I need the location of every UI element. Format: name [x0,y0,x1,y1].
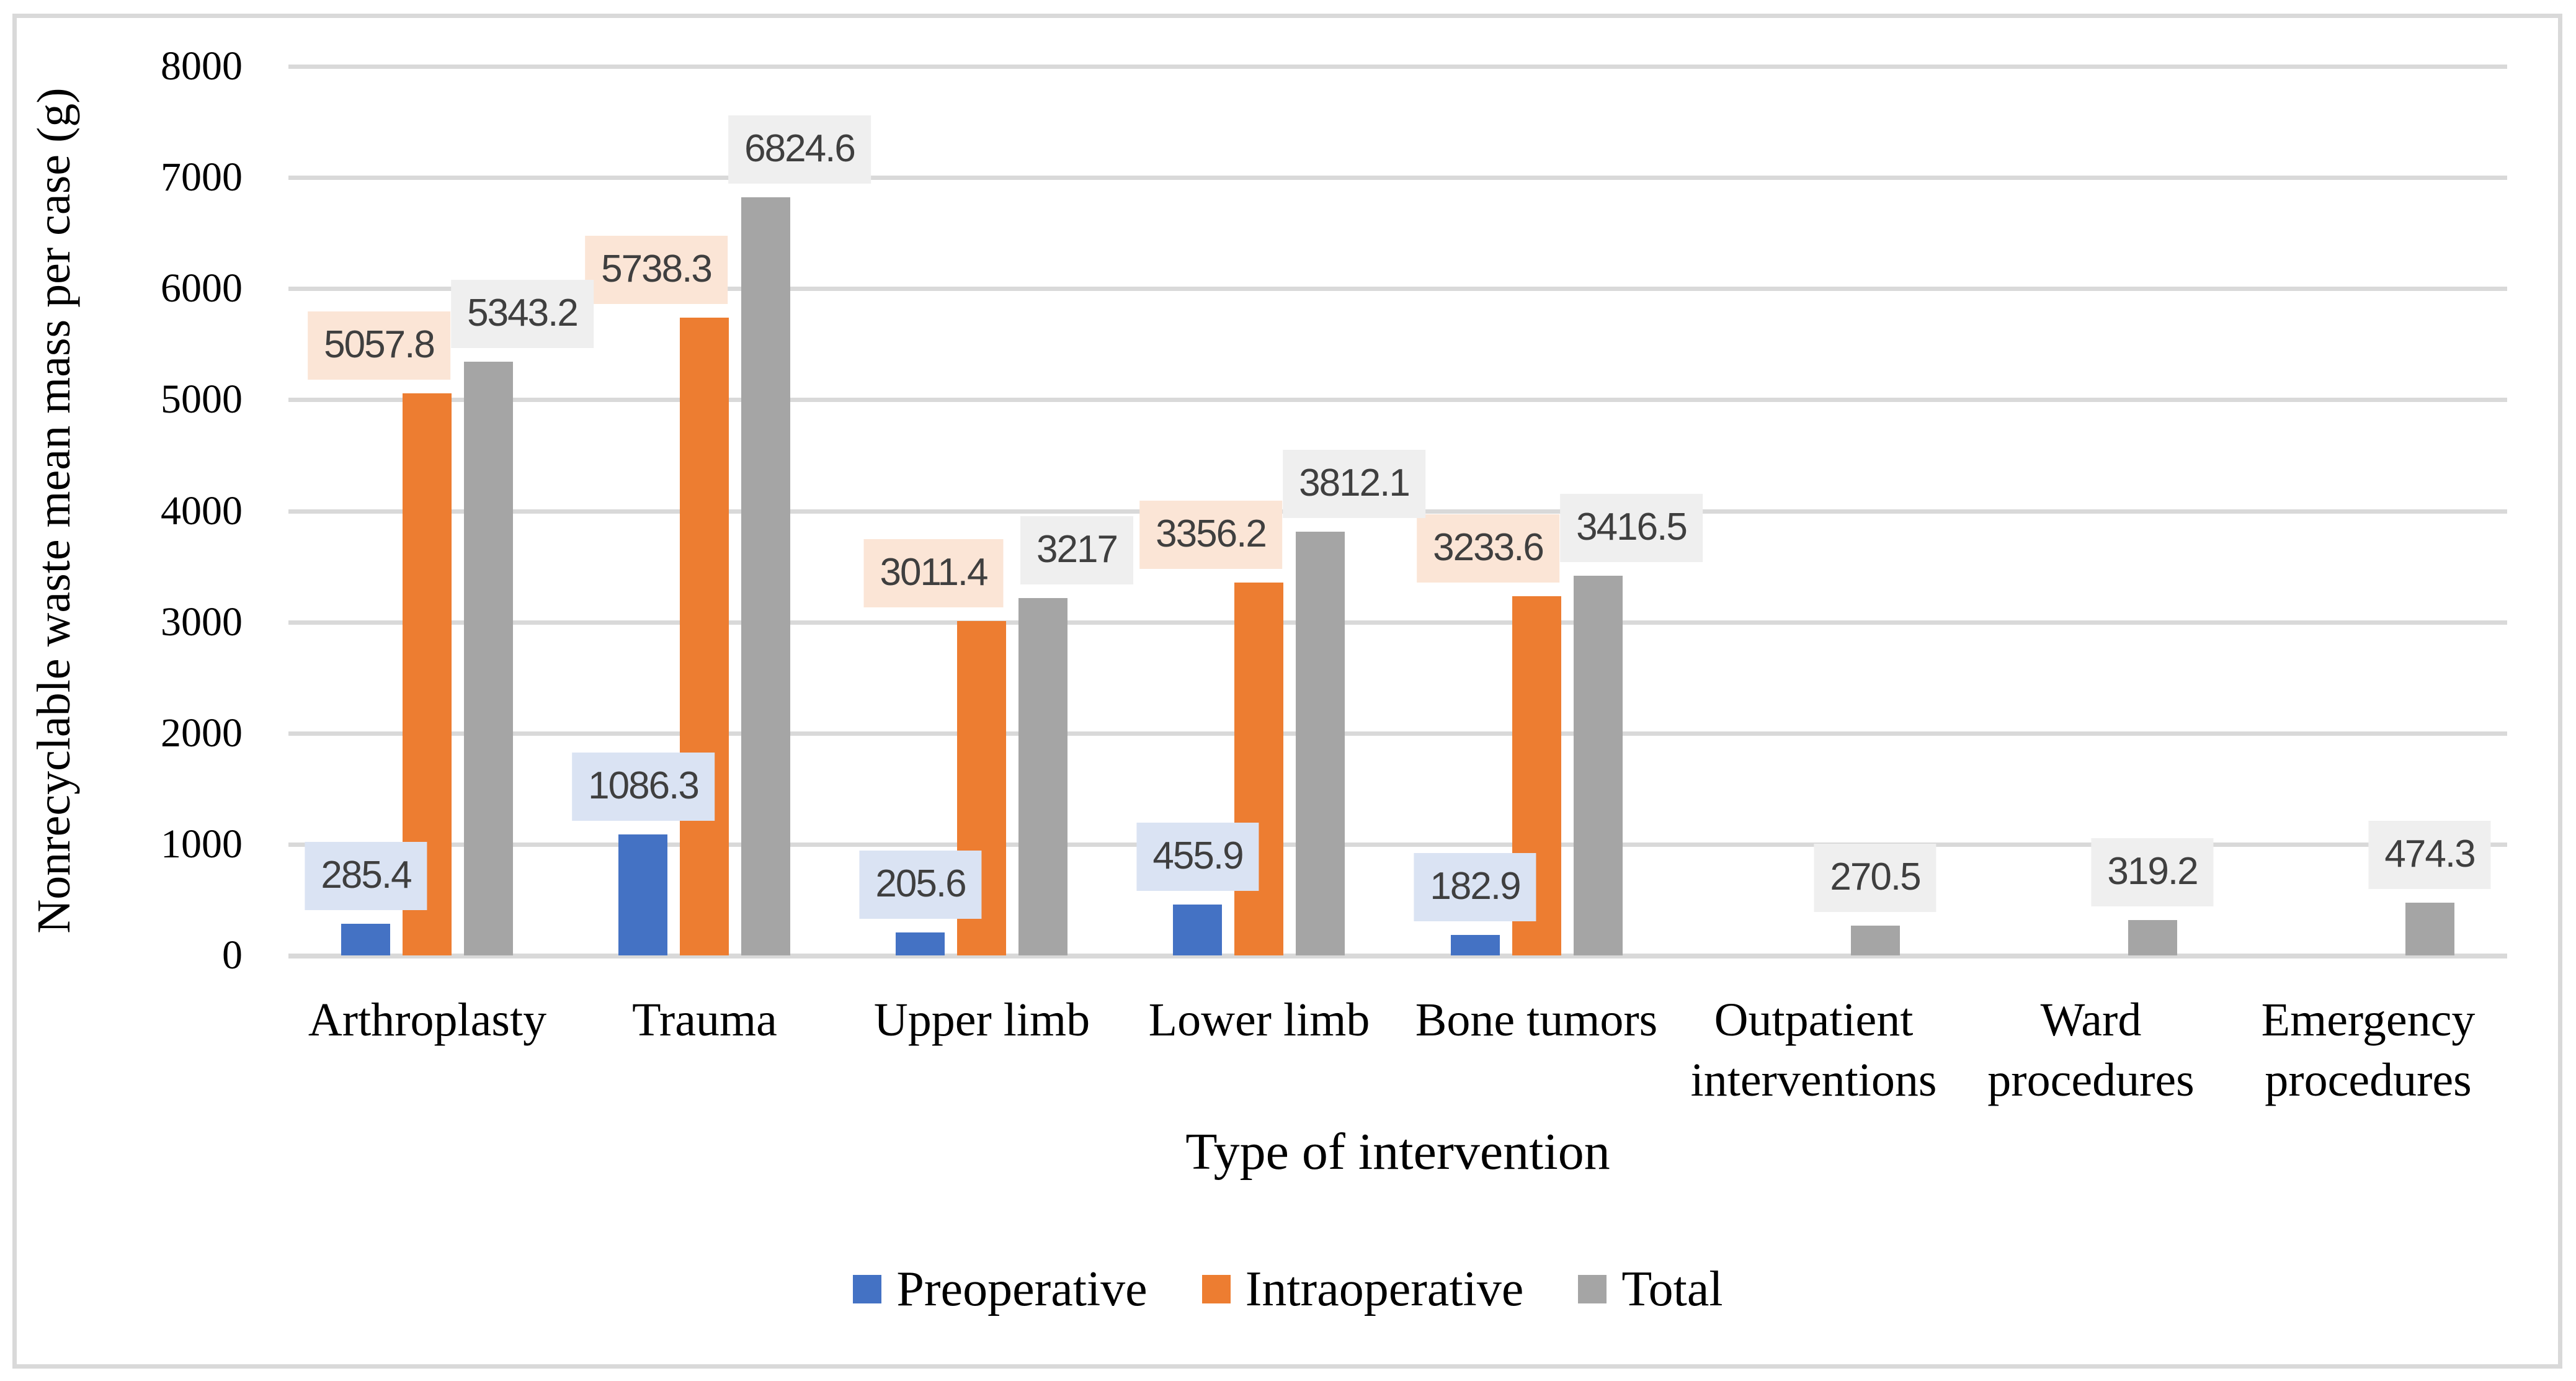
bar-intraoperative-1 [680,318,729,955]
data-label-total-0: 5343.2 [451,280,594,348]
legend-item-preoperative: Preoperative [853,1258,1148,1320]
plot-area: 285.4 1086.3 205.6 455.9 182.9 5057.8 5738.3 30… [288,65,2507,959]
category-label: Arthroplasty [308,994,547,1046]
data-label-total-6: 319.2 [2091,838,2214,906]
y-tick-label: 7000 [161,154,243,200]
data-label-intraoperative-1: 5738.3 [585,236,728,304]
legend-swatch-intraoperative-icon [1201,1275,1231,1303]
data-label-preoperative-4: 182.9 [1414,853,1536,921]
legend-swatch-preoperative-icon [853,1275,882,1303]
legend-swatch-total-icon [1578,1275,1607,1303]
y-tick-label: 0 [222,932,243,978]
legend: Preoperative Intraoperative Total [0,1256,2576,1322]
category-label: Ward procedures [1987,994,2195,1106]
gridline [288,398,2507,403]
data-label-total-7: 474.3 [2368,821,2491,889]
bar-total-7 [2405,903,2454,955]
bar-total-0 [464,362,513,955]
bar-total-2 [1018,598,1067,955]
legend-label-intraoperative: Intraoperative [1245,1262,1524,1316]
data-label-preoperative-0: 285.4 [305,842,427,910]
legend-label-total: Total [1621,1262,1723,1316]
legend-item-total: Total [1578,1258,1723,1320]
data-label-intraoperative-4: 3233.6 [1417,514,1559,583]
category-label: Upper limb [873,994,1090,1046]
bar-total-6 [2128,920,2177,955]
y-tick-label: 2000 [161,710,243,756]
data-label-total-1: 6824.6 [728,115,871,184]
gridline [288,176,2507,181]
y-tick-label: 3000 [161,599,243,645]
gridline [288,842,2507,847]
data-label-preoperative-2: 205.6 [859,851,982,919]
y-tick-label: 6000 [161,266,243,311]
bar-preoperative-3 [1173,905,1222,955]
data-label-preoperative-1: 1086.3 [572,753,715,821]
data-label-intraoperative-0: 5057.8 [308,311,450,380]
bar-total-1 [741,197,790,955]
y-tick-label: 4000 [161,488,243,534]
bar-total-4 [1574,576,1623,955]
data-label-intraoperative-2: 3011.4 [863,539,1004,607]
bar-total-3 [1296,532,1345,955]
gridline [288,620,2507,625]
bar-preoperative-1 [618,834,667,955]
y-tick-label: 1000 [161,821,243,867]
data-label-preoperative-3: 455.9 [1136,823,1259,891]
gridline [288,731,2507,736]
category-label: Bone tumors [1415,994,1658,1046]
data-label-total-3: 3812.1 [1283,450,1425,518]
bar-preoperative-4 [1451,935,1500,955]
category-label: Lower limb [1148,994,1370,1046]
legend-item-intraoperative: Intraoperative [1201,1258,1524,1320]
category-label: Trauma [632,994,777,1046]
x-axis-title: Type of intervention [1185,1123,1610,1181]
y-tick-label: 8000 [161,43,243,89]
bar-intraoperative-3 [1234,583,1283,955]
category-label: Outpatient interventions [1690,994,1937,1106]
data-label-intraoperative-3: 3356.2 [1139,501,1282,569]
bar-total-5 [1851,926,1900,955]
data-label-total-4: 3416.5 [1560,494,1703,562]
legend-label-preoperative: Preoperative [896,1262,1148,1316]
chart-border [12,14,2562,1369]
bar-preoperative-2 [896,932,945,955]
category-label: Emergency procedures [2261,994,2476,1106]
bar-preoperative-0 [341,924,390,955]
data-label-total-2: 3217 [1020,516,1133,584]
y-tick-label: 5000 [161,377,243,422]
gridline [288,65,2507,69]
x-axis-line [288,954,2507,959]
data-label-total-5: 270.5 [1814,844,1936,912]
gridline [288,287,2507,292]
